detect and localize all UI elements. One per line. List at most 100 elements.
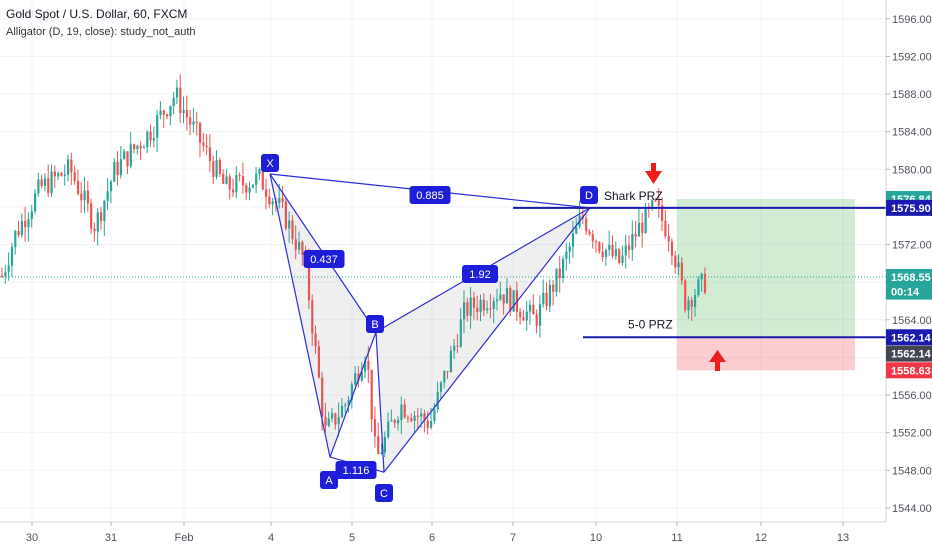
candle-body xyxy=(24,220,27,228)
candle xyxy=(159,101,162,120)
candle xyxy=(212,155,215,184)
candle xyxy=(674,250,677,274)
candle xyxy=(179,74,182,124)
candle xyxy=(416,407,419,430)
candle-body xyxy=(225,176,228,184)
candle xyxy=(641,213,644,248)
candle xyxy=(354,365,357,386)
candle xyxy=(525,300,528,331)
candle-body xyxy=(397,419,400,424)
candle xyxy=(469,287,472,329)
candle-body xyxy=(307,257,311,301)
candle-body xyxy=(10,247,14,266)
candle xyxy=(67,154,70,182)
indicator-legend[interactable]: Alligator (D, 19, close): study_not_auth xyxy=(6,26,196,38)
candle-body xyxy=(172,97,175,106)
ratio-label[interactable]: 1.116 xyxy=(335,461,377,479)
candle xyxy=(83,176,86,214)
point-c-label-box xyxy=(375,484,393,502)
candle-body xyxy=(96,212,99,232)
candle xyxy=(684,278,687,313)
candle-body xyxy=(291,220,294,240)
candle-body xyxy=(70,159,73,173)
ratio-label-text: 1.116 xyxy=(343,465,370,477)
point-x-label[interactable]: X xyxy=(261,154,279,172)
candle-body xyxy=(436,391,439,410)
candle-body xyxy=(149,131,152,141)
candle-body xyxy=(426,420,429,428)
candle xyxy=(175,79,179,104)
ratio-label[interactable]: 1.92 xyxy=(462,265,498,283)
candle xyxy=(195,112,198,136)
candle xyxy=(185,95,188,131)
candle-body xyxy=(30,211,33,220)
price-tag: 1562.14 xyxy=(886,329,932,346)
candle-body xyxy=(654,200,657,202)
candle-body xyxy=(162,110,165,115)
candle xyxy=(585,212,588,236)
candle-body xyxy=(294,239,297,250)
point-b-label[interactable]: B xyxy=(366,315,384,333)
candle-body xyxy=(568,246,571,252)
candle-body xyxy=(661,205,664,221)
ratio-label-box xyxy=(409,186,451,204)
candle-body xyxy=(522,317,525,321)
candle xyxy=(390,409,393,422)
candle xyxy=(142,144,146,149)
candle xyxy=(555,268,558,297)
candle-body xyxy=(20,220,23,236)
candle-body xyxy=(542,292,545,305)
candle xyxy=(482,293,485,316)
candle-body xyxy=(403,404,406,418)
candle-body xyxy=(614,249,617,257)
ratio-label[interactable]: 0.885 xyxy=(409,186,451,204)
candle-body xyxy=(47,178,50,194)
point-x-label-text: X xyxy=(266,158,274,170)
price-tick-label: 1564.00 xyxy=(892,315,932,327)
candle xyxy=(489,293,492,319)
candle-body xyxy=(657,200,660,206)
ratio-label[interactable]: 0.437 xyxy=(303,250,345,268)
candle xyxy=(301,240,304,266)
candle-body xyxy=(621,255,624,263)
candle-body xyxy=(133,144,136,150)
point-a-label[interactable]: A xyxy=(320,471,338,489)
candle xyxy=(456,333,459,354)
candle xyxy=(334,412,337,430)
candle xyxy=(661,197,664,231)
candle-body xyxy=(241,176,245,186)
candle xyxy=(373,406,377,448)
candle xyxy=(324,402,327,433)
candle xyxy=(538,295,542,338)
candle-body xyxy=(83,190,86,201)
prz-levels[interactable]: Shark PRZ 5-0 PRZ xyxy=(513,163,886,371)
harmonic-pattern[interactable]: X A B C D 0.885 0.437 1.92 1.116 xyxy=(261,154,598,502)
point-c-label[interactable]: C xyxy=(375,484,393,502)
time-tick-label: 10 xyxy=(590,532,602,544)
candle xyxy=(410,413,413,423)
candle xyxy=(43,173,47,192)
point-d-label[interactable]: D xyxy=(580,186,598,204)
candle-body xyxy=(265,189,268,197)
candle-body xyxy=(298,242,301,250)
candle-body xyxy=(311,300,314,334)
candle-body xyxy=(472,297,476,308)
candle xyxy=(268,188,271,209)
candle-body xyxy=(651,200,654,208)
candle-body xyxy=(631,234,634,250)
candle xyxy=(446,371,449,379)
candle-body xyxy=(449,350,452,373)
candle-body xyxy=(199,122,202,143)
symbol-title[interactable]: Gold Spot / U.S. Dollar, 60, FXCM xyxy=(6,7,188,21)
candle xyxy=(241,162,245,194)
candle-body xyxy=(601,251,604,257)
candle-body xyxy=(628,245,631,250)
candle xyxy=(228,173,231,200)
candle-body xyxy=(413,415,416,421)
candle xyxy=(73,165,76,185)
candle xyxy=(169,105,172,126)
candle-body xyxy=(76,180,80,194)
candle-body xyxy=(228,176,231,190)
candle-body xyxy=(433,409,436,421)
